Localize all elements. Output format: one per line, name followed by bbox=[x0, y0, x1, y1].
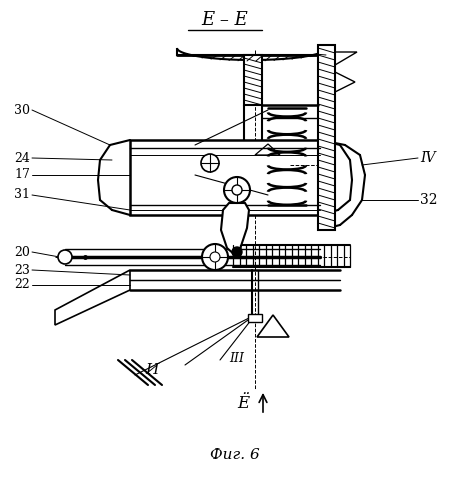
Text: 31: 31 bbox=[14, 188, 30, 202]
Polygon shape bbox=[221, 203, 249, 255]
Polygon shape bbox=[248, 314, 262, 322]
Circle shape bbox=[232, 185, 242, 195]
Polygon shape bbox=[318, 45, 335, 230]
Circle shape bbox=[232, 247, 242, 257]
Polygon shape bbox=[130, 140, 320, 215]
Text: E – E: E – E bbox=[202, 11, 248, 29]
Text: 30: 30 bbox=[14, 104, 30, 117]
Text: 32: 32 bbox=[420, 193, 438, 207]
Text: Ё: Ё bbox=[237, 394, 249, 411]
Circle shape bbox=[210, 252, 220, 262]
Circle shape bbox=[201, 154, 219, 172]
Text: Фиг. 6: Фиг. 6 bbox=[210, 448, 260, 462]
Text: 17: 17 bbox=[14, 168, 30, 181]
Text: 24: 24 bbox=[14, 152, 30, 164]
Text: И: И bbox=[146, 363, 159, 377]
Text: 23: 23 bbox=[14, 264, 30, 276]
Circle shape bbox=[224, 177, 250, 203]
Text: 20: 20 bbox=[14, 246, 30, 258]
Polygon shape bbox=[177, 48, 327, 60]
Polygon shape bbox=[244, 55, 262, 105]
Polygon shape bbox=[55, 270, 130, 325]
Text: III: III bbox=[229, 352, 244, 364]
Circle shape bbox=[202, 244, 228, 270]
Text: 22: 22 bbox=[14, 278, 30, 291]
Circle shape bbox=[58, 250, 72, 264]
Text: IV: IV bbox=[420, 151, 435, 165]
